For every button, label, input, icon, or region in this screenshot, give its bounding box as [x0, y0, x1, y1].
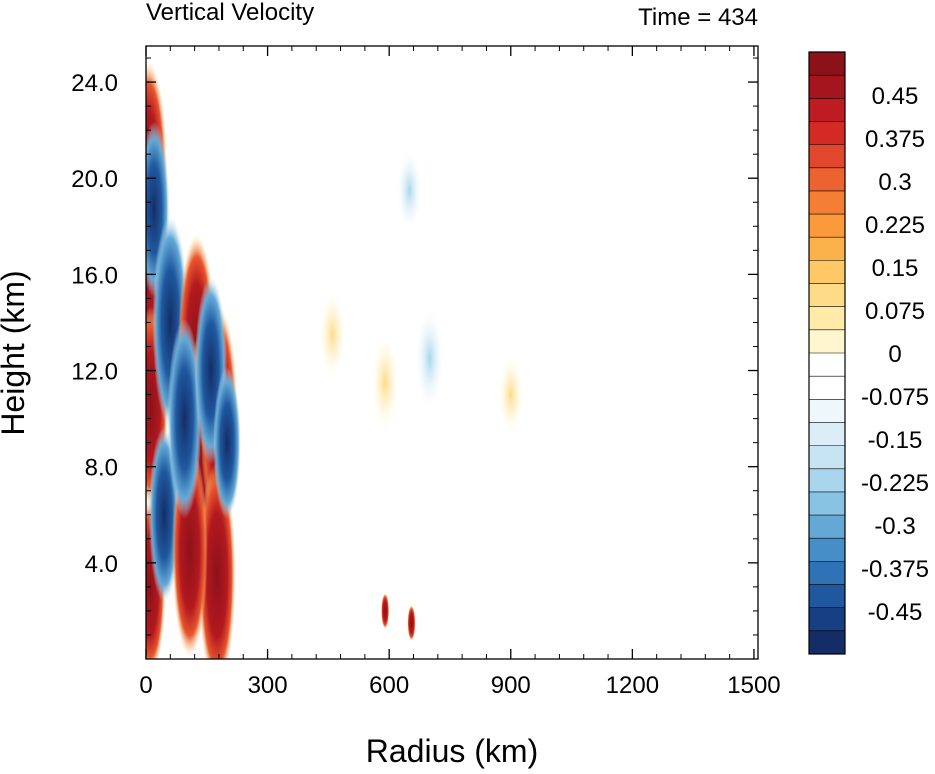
downdraft-feature — [167, 318, 202, 519]
colorbar-swatch — [809, 144, 845, 169]
colorbar-swatch — [809, 306, 845, 331]
colorbar-label: 0.15 — [872, 255, 919, 282]
colorbar-label: -0.225 — [861, 470, 929, 497]
updraft-feature — [498, 357, 523, 432]
y-axis-title: Height (km) — [0, 270, 31, 435]
y-tick-label: 12.0 — [71, 359, 118, 386]
colorbar-label: 0.45 — [872, 83, 919, 110]
x-tick-label: 300 — [248, 672, 288, 699]
colorbar-swatch — [809, 353, 845, 377]
y-axis: 4.0 8.0 12.0 16.0 20.0 24.0 — [71, 57, 758, 636]
downdraft-feature — [397, 151, 422, 230]
colorbar-frame — [808, 51, 846, 655]
updraft-feature — [407, 604, 416, 641]
colorbar-label: -0.375 — [861, 556, 929, 583]
x-tick-label: 1200 — [606, 672, 659, 699]
colorbar-swatch — [809, 584, 845, 608]
colorbar-swatch — [809, 376, 845, 400]
x-tick-label: 0 — [139, 672, 152, 699]
colorbar-swatch — [809, 607, 845, 632]
colorbar-label: 0.075 — [865, 298, 925, 325]
updraft-feature — [320, 293, 345, 376]
time-label: Time = 434 — [638, 4, 758, 31]
colorbar-swatch — [809, 538, 845, 562]
colorbar-swatch — [809, 260, 845, 284]
x-tick-label: 900 — [491, 672, 531, 699]
colorbar-label: 0.375 — [865, 126, 925, 153]
y-tick-label: 4.0 — [85, 551, 118, 578]
colorbar-swatch — [809, 214, 845, 238]
colorbar-swatch — [809, 121, 845, 145]
colorbar-swatch — [809, 561, 845, 585]
colorbar-label: -0.075 — [861, 384, 929, 411]
colorbar-label: 0 — [888, 341, 901, 368]
colorbar-label: 0.225 — [865, 212, 925, 239]
colorbar-swatch — [809, 630, 845, 655]
colorbar-swatch — [809, 283, 845, 307]
colorbar-swatch — [809, 167, 845, 192]
colorbar-label: -0.15 — [868, 427, 923, 454]
colorbar-swatch — [809, 98, 845, 122]
chart-title: Vertical Velocity — [146, 0, 314, 26]
colorbar-swatch — [809, 422, 845, 446]
x-tick-label: 1500 — [727, 672, 780, 699]
colorbar: 0.45 0.375 0.3 0.225 0.15 0.075 0 -0.075 -0.15 -0… — [808, 51, 929, 655]
colorbar-swatch — [809, 190, 845, 215]
colorbar-swatch — [809, 399, 845, 423]
x-axis-title: Radius (km) — [366, 733, 538, 769]
downdraft-feature — [213, 366, 241, 519]
y-tick-label: 16.0 — [71, 262, 118, 289]
y-tick-label: 8.0 — [85, 455, 118, 482]
colorbar-swatch — [809, 52, 845, 76]
colorbar-swatch — [809, 468, 845, 493]
updraft-feature — [381, 592, 390, 629]
colorbar-swatch — [809, 445, 845, 470]
colorbar-swatch — [809, 329, 845, 354]
colorbar-swatch — [809, 75, 845, 99]
velocity-field — [146, 61, 523, 659]
colorbar-label: -0.45 — [868, 599, 923, 626]
updraft-feature — [372, 337, 399, 428]
downdraft-feature — [416, 309, 444, 408]
colorbar-swatch — [809, 237, 845, 261]
x-axis: 0 300 600 900 1200 1500 — [139, 46, 781, 699]
colorbar-label: 0.3 — [878, 169, 911, 196]
x-tick-label: 600 — [369, 672, 409, 699]
y-tick-label: 24.0 — [71, 70, 118, 97]
colorbar-swatch — [809, 515, 845, 539]
plot-frame — [145, 45, 759, 660]
y-tick-label: 20.0 — [71, 166, 118, 193]
colorbar-label: -0.3 — [874, 513, 915, 540]
colorbar-swatch — [809, 491, 845, 516]
